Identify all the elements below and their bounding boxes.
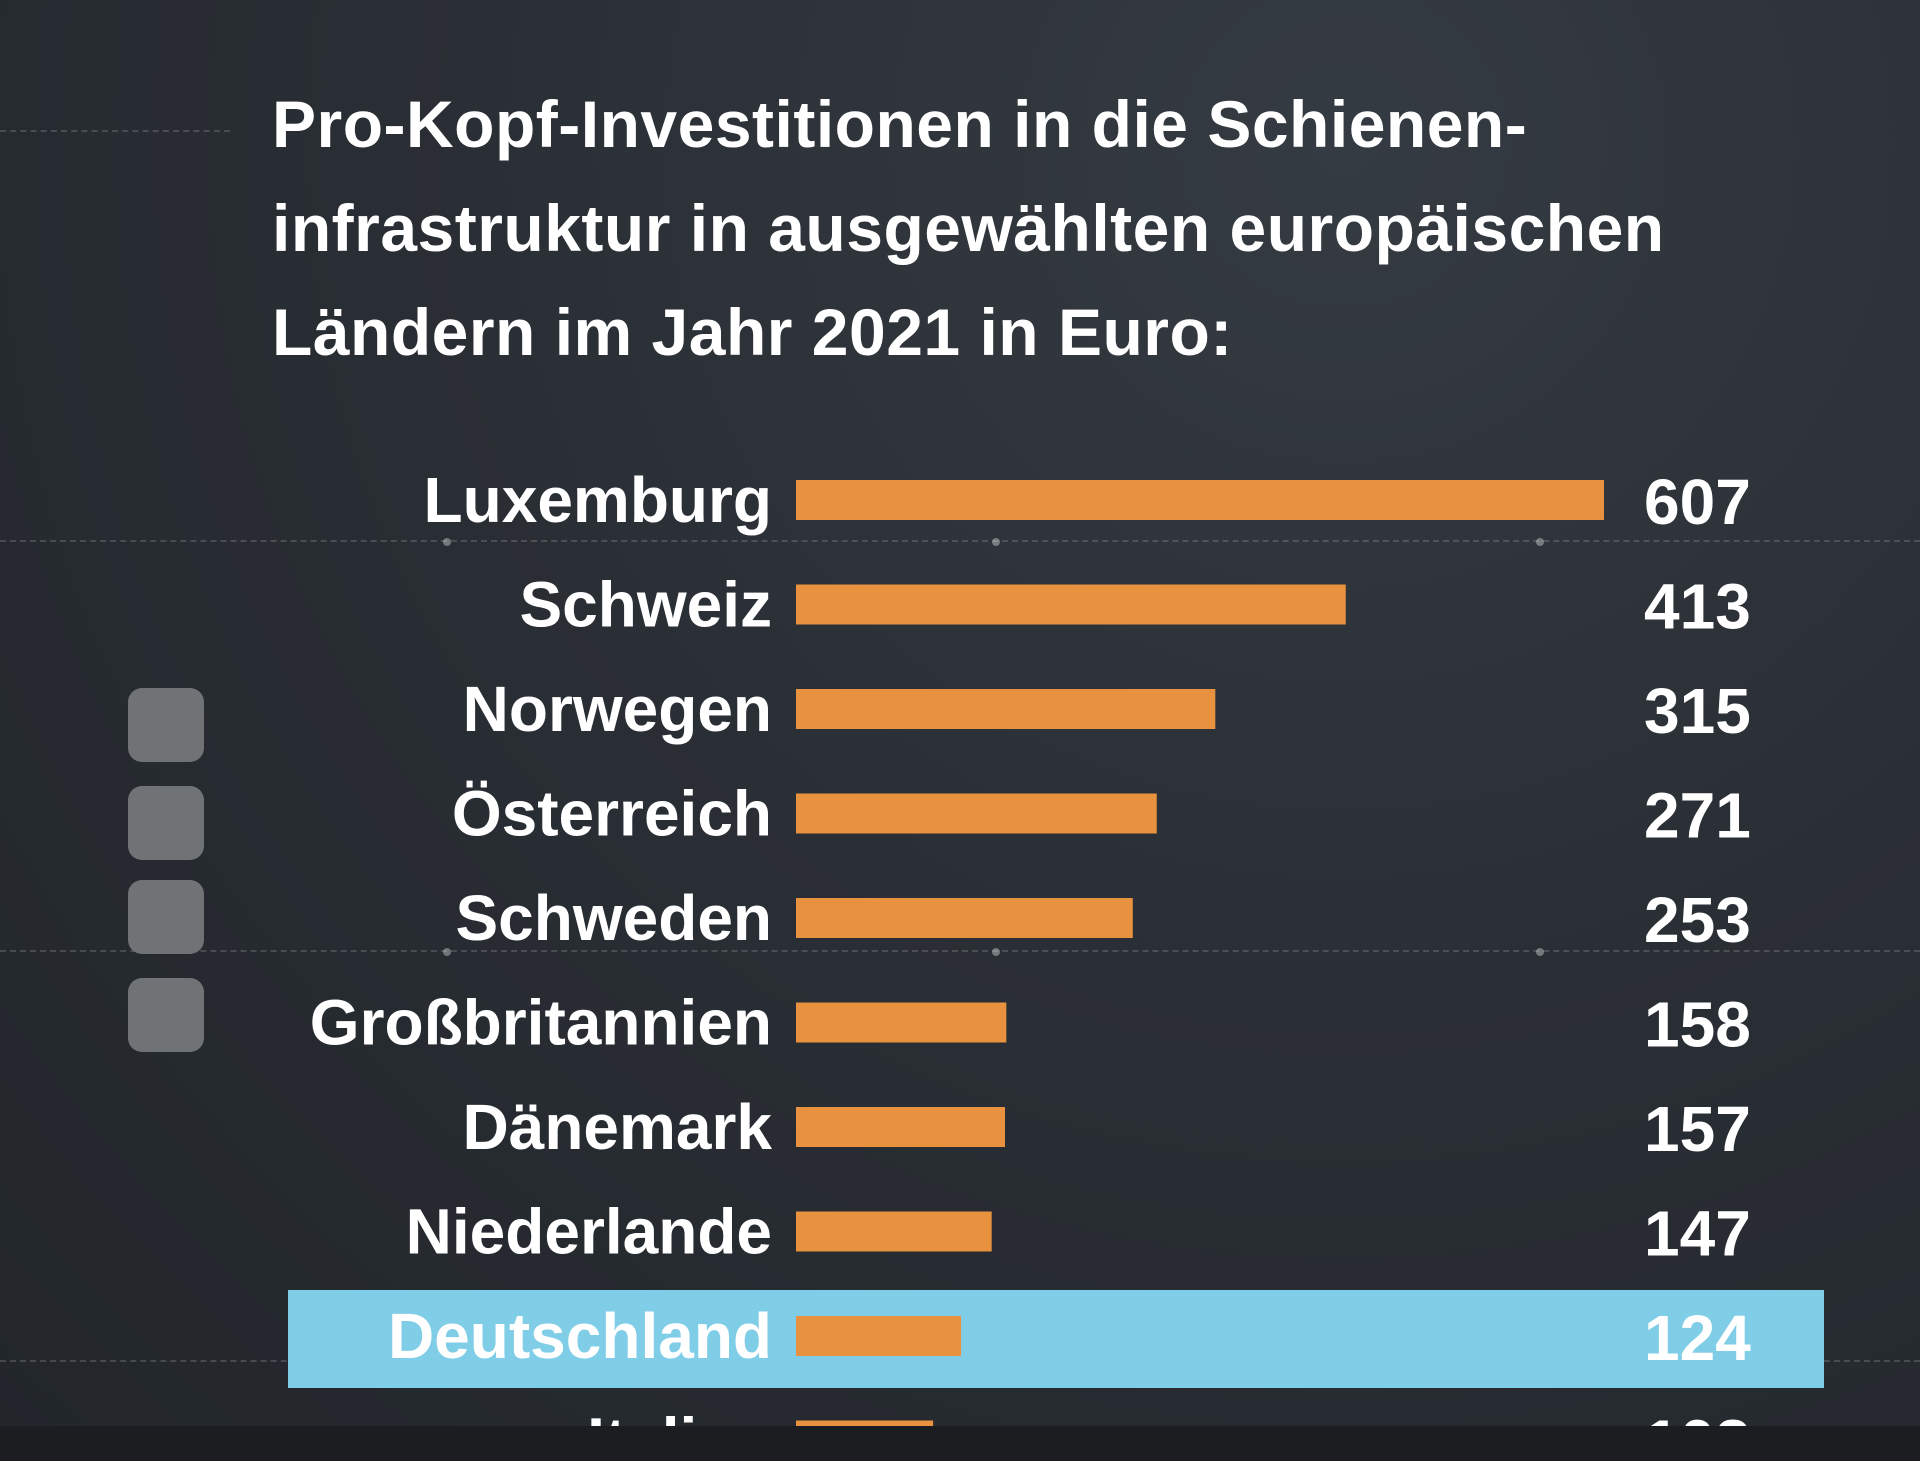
bottom-strip (0, 1426, 1920, 1461)
bar-deutschland (796, 1316, 962, 1356)
category-label-oesterreich: Österreich (452, 778, 772, 850)
value-label-niederlande: 147 (1644, 1198, 1751, 1270)
chart-title-line-1: Pro-Kopf-Investitionen in die Schienen- (272, 87, 1528, 161)
grid-dot (1536, 538, 1544, 546)
value-label-grossbritannien: 158 (1644, 989, 1751, 1061)
value-label-oesterreich: 271 (1644, 780, 1751, 852)
bar-norwegen (796, 689, 1216, 729)
category-label-deutschland: Deutschland (388, 1300, 772, 1372)
bar-grossbritannien (796, 1002, 1007, 1043)
category-label-niederlande: Niederlande (406, 1196, 772, 1268)
chart-title: Pro-Kopf-Investitionen in die Schienen- … (272, 72, 1872, 384)
category-label-luxemburg: Luxemburg (424, 464, 772, 536)
value-label-deutschland: 124 (1644, 1302, 1751, 1374)
chart-title-line-3: Ländern im Jahr 2021 in Euro: (272, 295, 1233, 369)
gridline-top (0, 130, 230, 132)
grid-dot (443, 948, 451, 956)
category-label-schweden: Schweden (455, 882, 772, 954)
value-label-schweden: 253 (1644, 884, 1751, 956)
bar-schweiz (796, 584, 1346, 625)
gridline-1 (0, 540, 1920, 542)
bar-niederlande (796, 1211, 992, 1252)
value-label-luxemburg: 607 (1644, 466, 1751, 538)
highlight-row-band (288, 1290, 1824, 1388)
value-label-schweiz: 413 (1644, 571, 1751, 643)
bar-oesterreich (796, 793, 1157, 834)
bar-luxemburg (796, 480, 1604, 520)
bar-daenemark (796, 1107, 1005, 1147)
chart-title-line-2: infrastruktur in ausgewählten europäisch… (272, 191, 1665, 265)
category-label-grossbritannien: Großbritannien (310, 987, 772, 1059)
side-marker-4 (128, 978, 204, 1052)
category-label-schweiz: Schweiz (519, 569, 772, 641)
category-label-norwegen: Norwegen (463, 673, 772, 745)
side-marker-1 (128, 688, 204, 762)
grid-dot (443, 538, 451, 546)
side-marker-3 (128, 880, 204, 954)
bar-schweden (796, 898, 1133, 938)
grid-dot (1536, 948, 1544, 956)
value-label-norwegen: 315 (1644, 675, 1751, 747)
value-label-daenemark: 157 (1644, 1093, 1751, 1165)
category-label-daenemark: Dänemark (463, 1091, 773, 1163)
grid-dot (992, 948, 1000, 956)
grid-dot (992, 538, 1000, 546)
gridline-2 (0, 950, 1920, 952)
side-marker-2 (128, 786, 204, 860)
